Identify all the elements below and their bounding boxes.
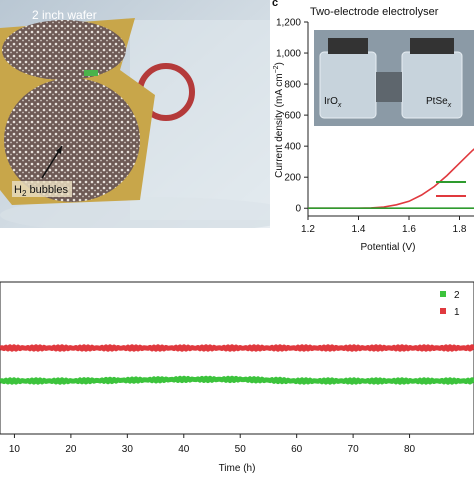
inset-label-right: PtSex <box>426 96 452 109</box>
right-cell <box>401 51 463 119</box>
green-clip <box>84 70 98 76</box>
y-tick-label: 200 <box>284 173 301 184</box>
stability-trace-green <box>0 375 474 385</box>
time-x-tick-label: 10 <box>9 444 21 455</box>
legend-marker-green <box>440 291 446 297</box>
time-x-tick-label: 60 <box>291 444 303 455</box>
x-tick-label: 1.8 <box>453 224 467 235</box>
bubbles-label-box <box>12 181 72 197</box>
time-axis-label: Time (h) <box>219 463 256 474</box>
plot-frame <box>0 281 474 435</box>
time-x-tick-label: 80 <box>404 444 416 455</box>
stability-trace-red <box>0 344 474 352</box>
time-x-tick-label: 40 <box>178 444 190 455</box>
right-cell-cap <box>410 38 454 54</box>
wafer-photo: 2 inch wafer H2 bubbles <box>0 0 300 233</box>
curve-series <box>308 148 474 209</box>
chart-title: Two-electrode electrolyser <box>310 6 439 18</box>
x-tick-label: 1.2 <box>301 224 315 235</box>
left-cell <box>319 51 377 119</box>
x-tick-label: 1.6 <box>402 224 416 235</box>
y-tick-labels: 0 200 400 600 800 1,000 1,200 <box>276 18 308 215</box>
y-axis-label: Current density (mA cm−2) <box>273 62 285 178</box>
upper-wafer <box>2 20 126 80</box>
y-tick-label: 800 <box>284 80 301 91</box>
beaker-glass <box>130 20 270 220</box>
lower-wafer <box>4 78 140 202</box>
x-axis-label: Potential (V) <box>360 242 415 253</box>
time-x-tick-label: 70 <box>348 444 360 455</box>
legend-label-red: 1 <box>454 307 460 318</box>
time-x-tick-label: 50 <box>235 444 247 455</box>
stability-chart: 10 20 30 40 50 60 70 80 2 1 Time (h) <box>0 281 474 474</box>
stability-series <box>0 344 474 385</box>
cell-connector <box>376 72 402 102</box>
polarization-panel: c Two-electrode electrolyser IrOx PtSex … <box>270 0 474 270</box>
time-x-tick-label: 20 <box>65 444 77 455</box>
stability-panel: 10 20 30 40 50 60 70 80 2 1 Time (h) <box>0 278 474 474</box>
y-tick-label: 0 <box>295 204 301 215</box>
legend-marker-red <box>440 308 446 314</box>
x-tick-labels: 1.2 1.4 1.6 1.8 <box>301 216 467 235</box>
y-tick-label: 600 <box>284 111 301 122</box>
panel-label-c: c <box>272 0 278 9</box>
y-tick-label: 400 <box>284 142 301 153</box>
polarization-chart: c Two-electrode electrolyser IrOx PtSex … <box>272 0 474 253</box>
time-x-tick-label: 30 <box>122 444 134 455</box>
y-tick-label: 1,200 <box>276 18 301 29</box>
bubbles-label: H2 bubbles <box>14 184 68 198</box>
bubbles-arrowhead <box>56 146 62 154</box>
inset-label-left: IrOx <box>324 96 342 109</box>
y-tick-label: 1,000 <box>276 49 301 60</box>
left-cell-cap <box>328 38 368 54</box>
time-x-tick-labels: 10 20 30 40 50 60 70 80 <box>9 434 416 455</box>
legend-label-green: 2 <box>454 290 460 301</box>
inset-photo: IrOx PtSex <box>314 30 474 126</box>
x-tick-label: 1.4 <box>352 224 366 235</box>
wafer-photo-panel: 2 inch wafer H2 bubbles <box>0 0 300 233</box>
wafer-label: 2 inch wafer <box>32 8 97 22</box>
